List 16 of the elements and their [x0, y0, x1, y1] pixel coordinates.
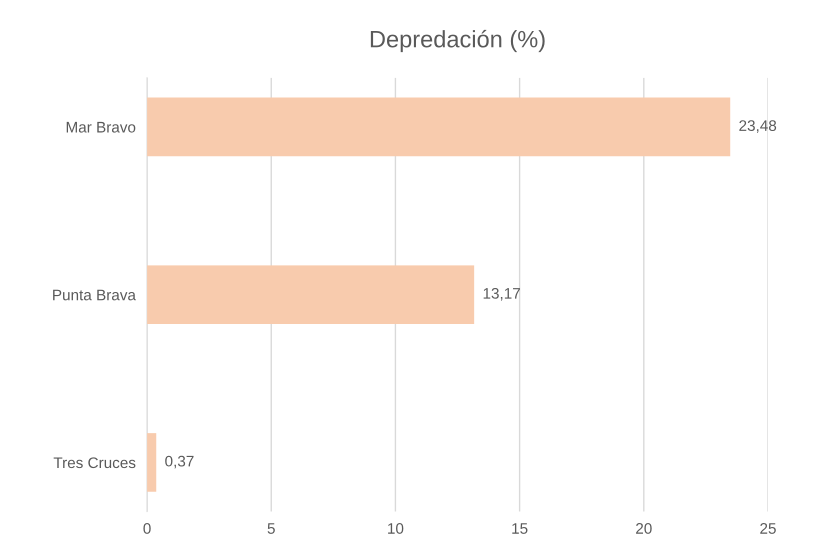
x-tick-label: 5 — [268, 523, 275, 534]
bar — [147, 433, 156, 492]
x-tick-label: 25 — [760, 523, 776, 534]
x-tick-label: 20 — [636, 523, 652, 534]
y-tick-label: Mar Bravo — [66, 122, 136, 133]
data-label: 23,48 — [739, 120, 776, 133]
data-label: 0,37 — [165, 456, 194, 468]
x-tick-label: 15 — [512, 523, 528, 534]
y-tick-label: Punta Brava — [53, 290, 136, 300]
data-label: 13,17 — [484, 288, 520, 301]
chart-title: Depredación (%) — [370, 30, 545, 52]
y-tick-label: Tres Cruces — [54, 457, 136, 468]
x-tick-label: 10 — [388, 523, 404, 534]
bar — [147, 98, 730, 156]
bar — [147, 265, 474, 324]
x-tick-label: 0 — [143, 523, 151, 534]
